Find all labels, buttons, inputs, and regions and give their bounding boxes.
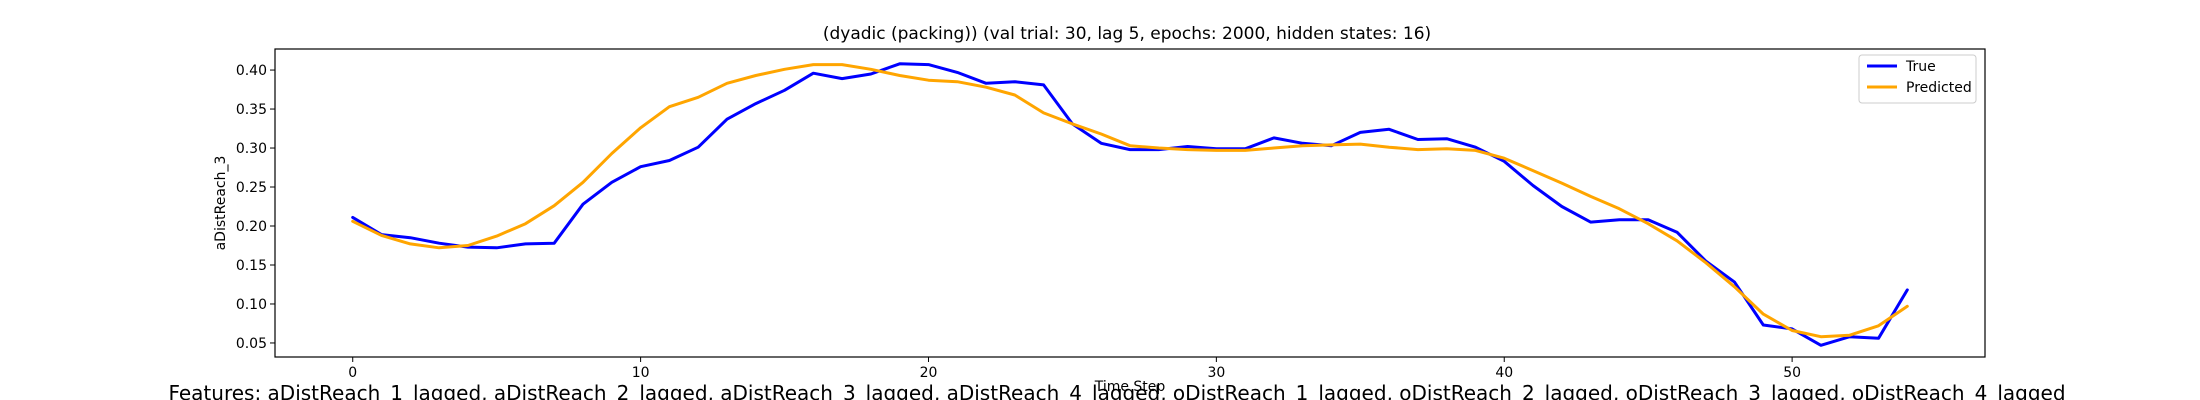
x-tick-label: 40 xyxy=(1495,365,1513,381)
y-tick-label: 0.30 xyxy=(236,141,267,157)
y-tick-label: 0.20 xyxy=(236,219,267,235)
legend: True Predicted xyxy=(1858,54,1977,104)
x-tick-label: 0 xyxy=(348,365,357,381)
y-tick-label: 0.10 xyxy=(236,297,267,313)
y-tick-label: 0.15 xyxy=(236,258,267,274)
plot-area: 0 10 20 30 40 50 0.05 0.10 0.15 0.20 0.25 0.30 0.35 0… xyxy=(236,62,1909,381)
y-tick-label: 0.05 xyxy=(236,336,267,352)
y-tick-label: 0.35 xyxy=(236,102,267,118)
x-tick-label: 50 xyxy=(1783,365,1801,381)
legend-predicted-label: Predicted xyxy=(1906,80,1972,96)
legend-true-label: True xyxy=(1905,59,1936,75)
x-axis-label: Time Step xyxy=(1094,379,1166,395)
y-axis-label: aDistReach_3 xyxy=(213,156,229,251)
features-caption: Features: aDistReach_1_lagged, aDistReac… xyxy=(168,381,2065,400)
y-tick-label: 0.40 xyxy=(236,63,267,79)
x-tick-label: 30 xyxy=(1207,365,1225,381)
x-tick-label: 10 xyxy=(632,365,650,381)
series-line-true xyxy=(351,62,1909,347)
series-line-predicted xyxy=(351,63,1909,339)
plot-frame xyxy=(274,48,1986,358)
y-tick-label: 0.25 xyxy=(236,180,267,196)
chart-title: (dyadic (packing)) (val trial: 30, lag 5… xyxy=(823,24,1431,44)
x-tick-label: 20 xyxy=(920,365,938,381)
